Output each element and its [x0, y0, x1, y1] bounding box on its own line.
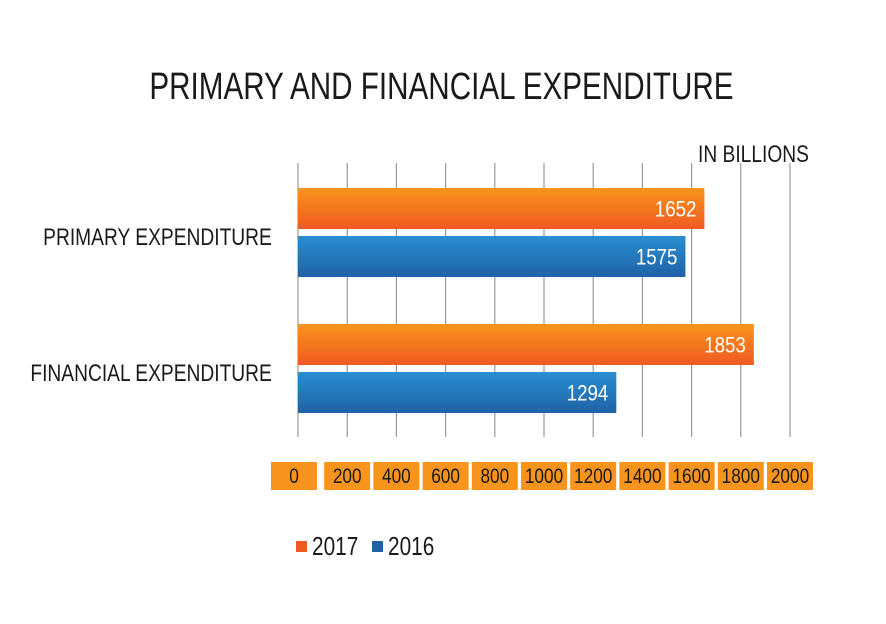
legend-swatch-2017 [296, 541, 307, 552]
tick-box [471, 462, 518, 490]
tick-box [668, 462, 715, 490]
legend-swatch-2016 [371, 541, 383, 552]
data-label-2017-1: 1853 [704, 334, 746, 358]
category-label-primary: PRIMARY EXPENDITURE [43, 224, 272, 251]
legend-item-2017: 2017 [296, 531, 362, 562]
x-tick-label: 200 [333, 466, 362, 489]
legend-item-2016: 2016 [371, 531, 438, 562]
tick-box [422, 462, 469, 490]
bar-2017-1 [298, 324, 754, 365]
bars: 1652 1575 1853 1294 [298, 188, 754, 413]
data-label-2016-0: 1575 [636, 246, 678, 270]
x-tick-label: 2000 [771, 466, 809, 489]
x-tick-label: 1400 [623, 466, 661, 489]
tick-box [767, 462, 813, 490]
bar-2017-0 [298, 188, 705, 229]
x-axis-ticks: 0 200 400 600 800 1000 1200 1400 1600 1800 2000 [271, 462, 813, 490]
x-tick-label: 800 [480, 466, 509, 489]
x-tick-label: 1600 [672, 466, 710, 489]
tick-box [717, 462, 764, 490]
tick-box [373, 462, 420, 490]
legend: 2017 2016 [296, 531, 448, 562]
tick-box [619, 462, 666, 490]
tick-box [271, 462, 317, 490]
data-label-2016-1: 1294 [567, 382, 609, 406]
bar-2016-0 [298, 236, 686, 277]
category-label-financial: FINANCIAL EXPENDITURE [30, 360, 272, 387]
tick-box [324, 462, 371, 490]
data-label-2017-0: 1652 [655, 198, 697, 222]
chart-title: PRIMARY AND FINANCIAL EXPENDITURE [149, 66, 734, 108]
tick-box [570, 462, 617, 490]
x-tick-label: 400 [382, 466, 411, 489]
legend-label-2017: 2017 [312, 531, 359, 561]
tick-box [521, 462, 567, 490]
x-tick-label: 1200 [574, 466, 612, 489]
x-tick-label: 1000 [525, 466, 563, 489]
x-tick-label: 600 [431, 466, 460, 489]
x-tick-label: 1800 [722, 466, 760, 489]
legend-label-2016: 2016 [387, 531, 435, 561]
bar-2016-1 [298, 372, 617, 413]
x-tick-label: 0 [289, 466, 299, 489]
